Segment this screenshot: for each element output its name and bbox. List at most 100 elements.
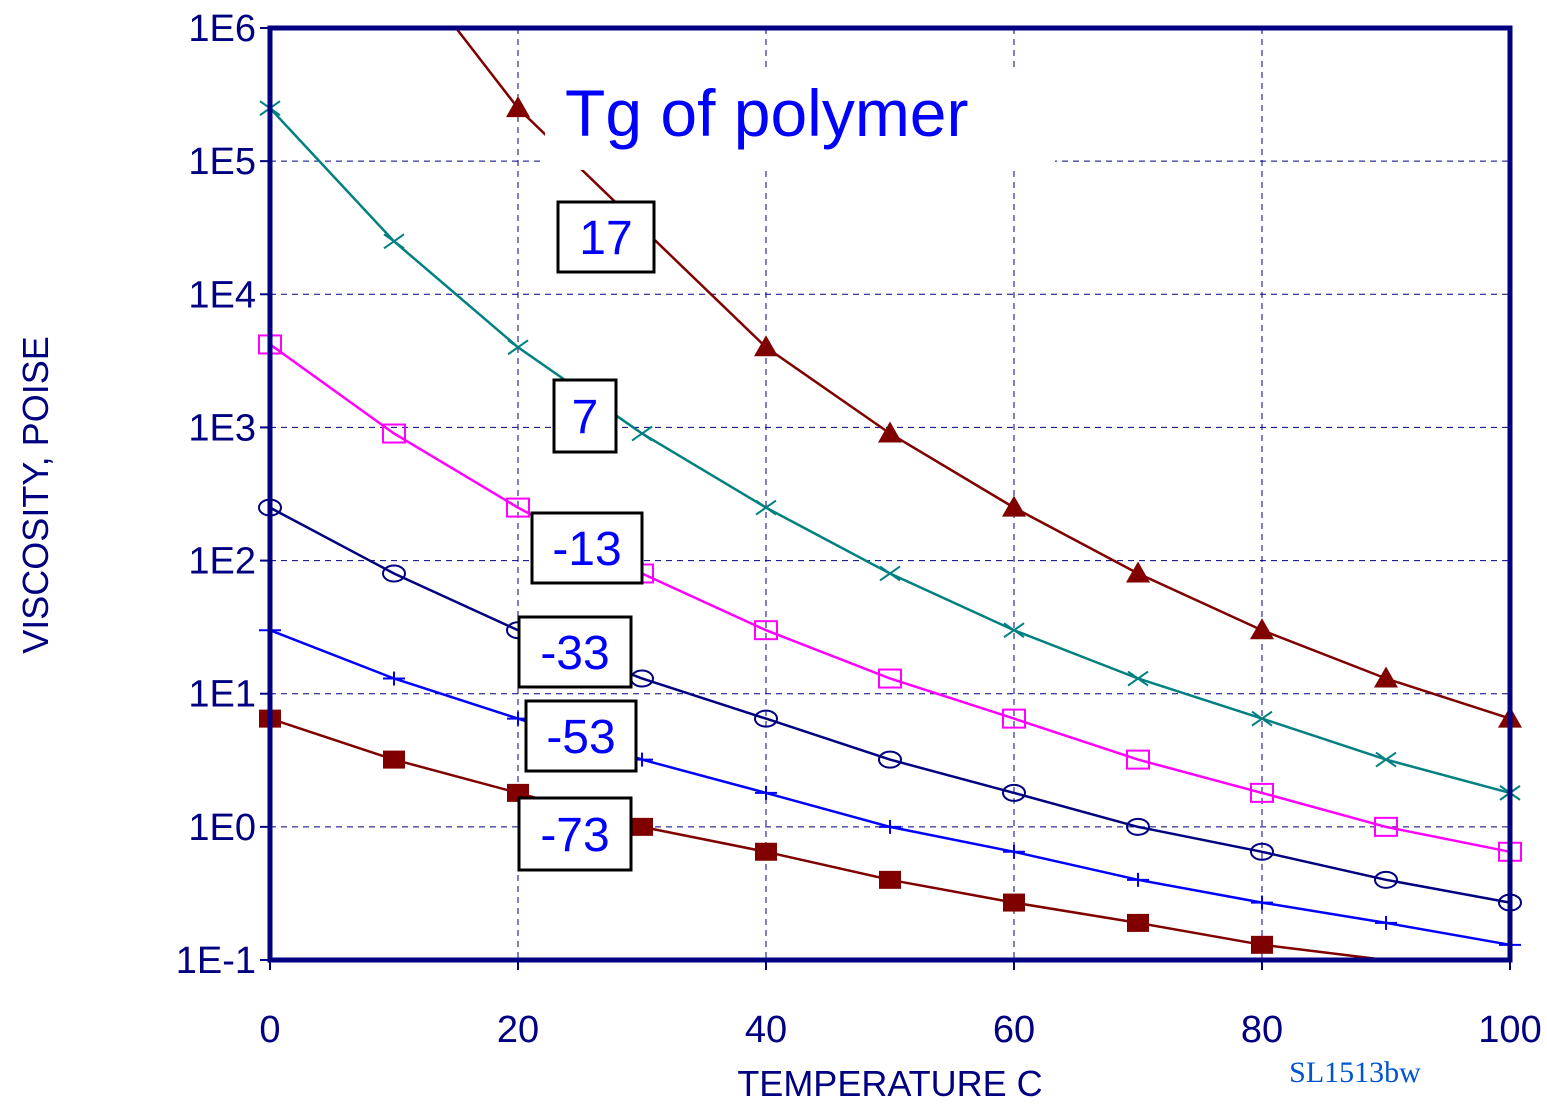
data-point [1375,915,1397,930]
data-point [1003,844,1025,859]
data-point [754,335,778,357]
series-line [269,506,1511,904]
series-label-box: -13 [530,511,644,585]
data-point [1127,872,1149,887]
y-tick-label: 1E1 [188,674,256,716]
y-tick-label: 1E4 [188,274,256,316]
x-tick-label: 80 [1241,1009,1283,1051]
data-point [1003,622,1025,639]
series-layer [258,27,1522,962]
data-point [1374,666,1398,688]
slide-reference: SL1513bw [1289,1056,1421,1089]
y-tick-label: 1E2 [188,541,256,583]
annotation-title: Tg of polymer [565,76,968,150]
data-point [1003,893,1025,912]
series-label-box: -73 [517,796,633,872]
data-point [1251,895,1273,910]
data-point [1002,708,1026,729]
data-point [383,750,405,769]
x-tick-label: 40 [745,1009,787,1051]
series-label: 7 [572,391,599,444]
axis-layer: 1E-1 1E0 1E1 1E2 1E3 1E4 1E5 1E6 0 20 40 60 80 100 TEM… [15,8,1542,1104]
data-point [879,565,901,582]
data-point [755,785,777,800]
data-point [754,620,778,641]
series-label: 17 [579,212,632,265]
annotation-layer: Tg of polymer 17 7 -13 -33 -53 -73 [517,72,1055,872]
y-tick-label: 1E0 [188,807,256,849]
data-point [1374,816,1398,837]
data-point [878,421,902,443]
annotation-background [545,72,1055,170]
data-point [1250,618,1274,640]
data-point [754,709,778,728]
plot-frame [267,25,1513,963]
y-tick-label: 1E-1 [176,940,256,982]
label-box-frame [556,200,656,274]
marker-stroke [1375,751,1397,768]
data-point [755,499,777,516]
series-label-box: 7 [552,378,618,454]
label-box-frame [517,615,633,689]
label-box-frame [530,511,644,585]
marker-stroke [1251,710,1273,727]
series-label: -13 [552,523,621,576]
series-line [269,343,1511,854]
data-point [1250,842,1274,861]
data-point [1127,670,1149,687]
x-axis-title: TEMPERATURE C [737,1063,1042,1104]
y-tick-label: 1E3 [188,407,256,449]
data-point [1251,710,1273,727]
data-point [878,750,902,769]
data-point [1126,749,1150,770]
data-point [1127,913,1149,932]
data-point [383,233,405,250]
series-label-box: -53 [524,699,638,773]
data-point [1250,782,1274,803]
series-label: -53 [546,711,615,764]
label-box-frame [517,796,633,872]
data-point [1375,751,1397,768]
series-line [269,107,1511,795]
data-point [382,423,406,444]
y-tick-label: 1E6 [188,8,256,50]
marker-stroke [507,339,529,356]
data-point [506,497,530,518]
data-point [507,339,529,356]
marker-stroke [755,499,777,516]
data-point [1126,561,1150,583]
series-label-box: -33 [517,615,633,689]
series-label: -33 [540,627,609,680]
series-line [269,717,1387,962]
x-tick-label: 60 [993,1009,1035,1051]
data-point [879,870,901,889]
y-axis-title: VISCOSITY, POISE [15,336,56,653]
data-point [1002,783,1026,802]
marker-stroke [1003,622,1025,639]
data-point [755,842,777,861]
data-point [878,668,902,689]
marker-stroke [383,233,405,250]
label-box-frame [552,378,618,454]
data-point [879,819,901,834]
series-label-box: 17 [556,200,656,274]
data-point [1374,870,1398,889]
data-point [631,817,653,836]
series-label: -73 [540,809,609,862]
marker-stroke [1127,670,1149,687]
x-tick-label: 0 [259,1009,280,1051]
data-point [631,425,653,442]
label-box-frame [524,699,638,773]
data-point [1126,817,1150,836]
data-point [1002,495,1026,517]
x-tick-label: 100 [1478,1009,1541,1051]
data-point [506,96,530,118]
marker-stroke [631,425,653,442]
marker-stroke [879,565,901,582]
data-point [382,564,406,583]
data-point [383,671,405,686]
x-tick-label: 20 [497,1009,539,1051]
y-tick-label: 1E5 [188,141,256,183]
data-point [1251,935,1273,954]
